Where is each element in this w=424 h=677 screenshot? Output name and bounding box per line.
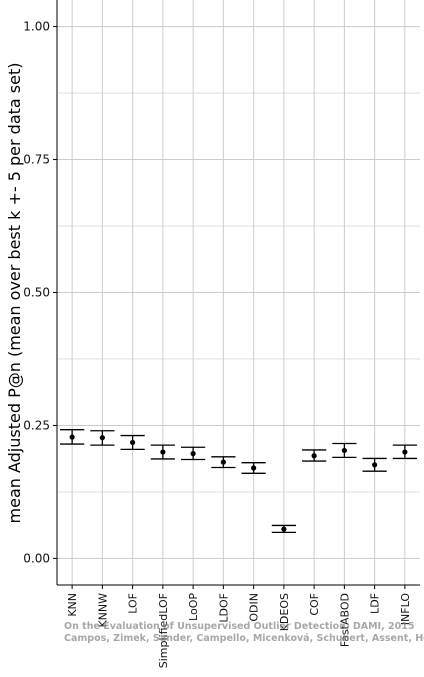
mean-point — [311, 453, 317, 459]
y-tick-label: 0.00 — [23, 551, 50, 565]
x-tick-label: INFLO — [399, 593, 412, 626]
mean-point — [160, 449, 166, 455]
watermark-line-1: On the Evaluation of Unsupervised Outlie… — [64, 621, 414, 632]
mean-point — [251, 465, 257, 471]
x-tick-label: LoOP — [187, 593, 200, 621]
y-axis-title: mean Adjusted P@n (mean over best k +- 5… — [5, 63, 24, 524]
grid-layer — [57, 0, 420, 585]
mean-point — [402, 449, 408, 455]
mean-point — [190, 451, 196, 457]
x-tick-label: KNN — [66, 593, 79, 617]
x-tick-label: KDEOS — [278, 593, 291, 631]
mean-point — [99, 435, 105, 441]
mean-point — [130, 439, 136, 446]
x-tick-label: LDOF — [217, 593, 230, 623]
mean-point — [341, 447, 347, 454]
x-tick-label: FastABOD — [338, 593, 351, 647]
mean-point — [372, 462, 378, 468]
y-tick-label: 0.75 — [23, 153, 50, 167]
x-tick-label: ODIN — [248, 593, 261, 622]
watermark-line-2: Campos, Zimek, Sander, Campello, Micenko… — [64, 633, 424, 644]
axis-layer — [53, 0, 420, 589]
y-tick-label: 0.25 — [23, 418, 50, 432]
y-tick-label: 0.50 — [23, 286, 50, 300]
y-tick-label: 1.00 — [23, 20, 50, 34]
x-tick-label: COF — [308, 593, 321, 616]
mean-point — [69, 434, 75, 440]
x-tick-label: KNNW — [96, 593, 109, 628]
mean-point — [281, 526, 287, 532]
x-tick-label: LOF — [127, 593, 140, 614]
label-layer: 0.00 0.25 0.50 0.75 1.00 KNN KNNW LOF Simplified… — [23, 20, 412, 669]
x-tick-label: SimplifiedLOF — [157, 593, 170, 668]
mean-point — [220, 459, 226, 465]
x-tick-label: LDF — [369, 593, 382, 614]
marks-layer — [60, 429, 417, 533]
